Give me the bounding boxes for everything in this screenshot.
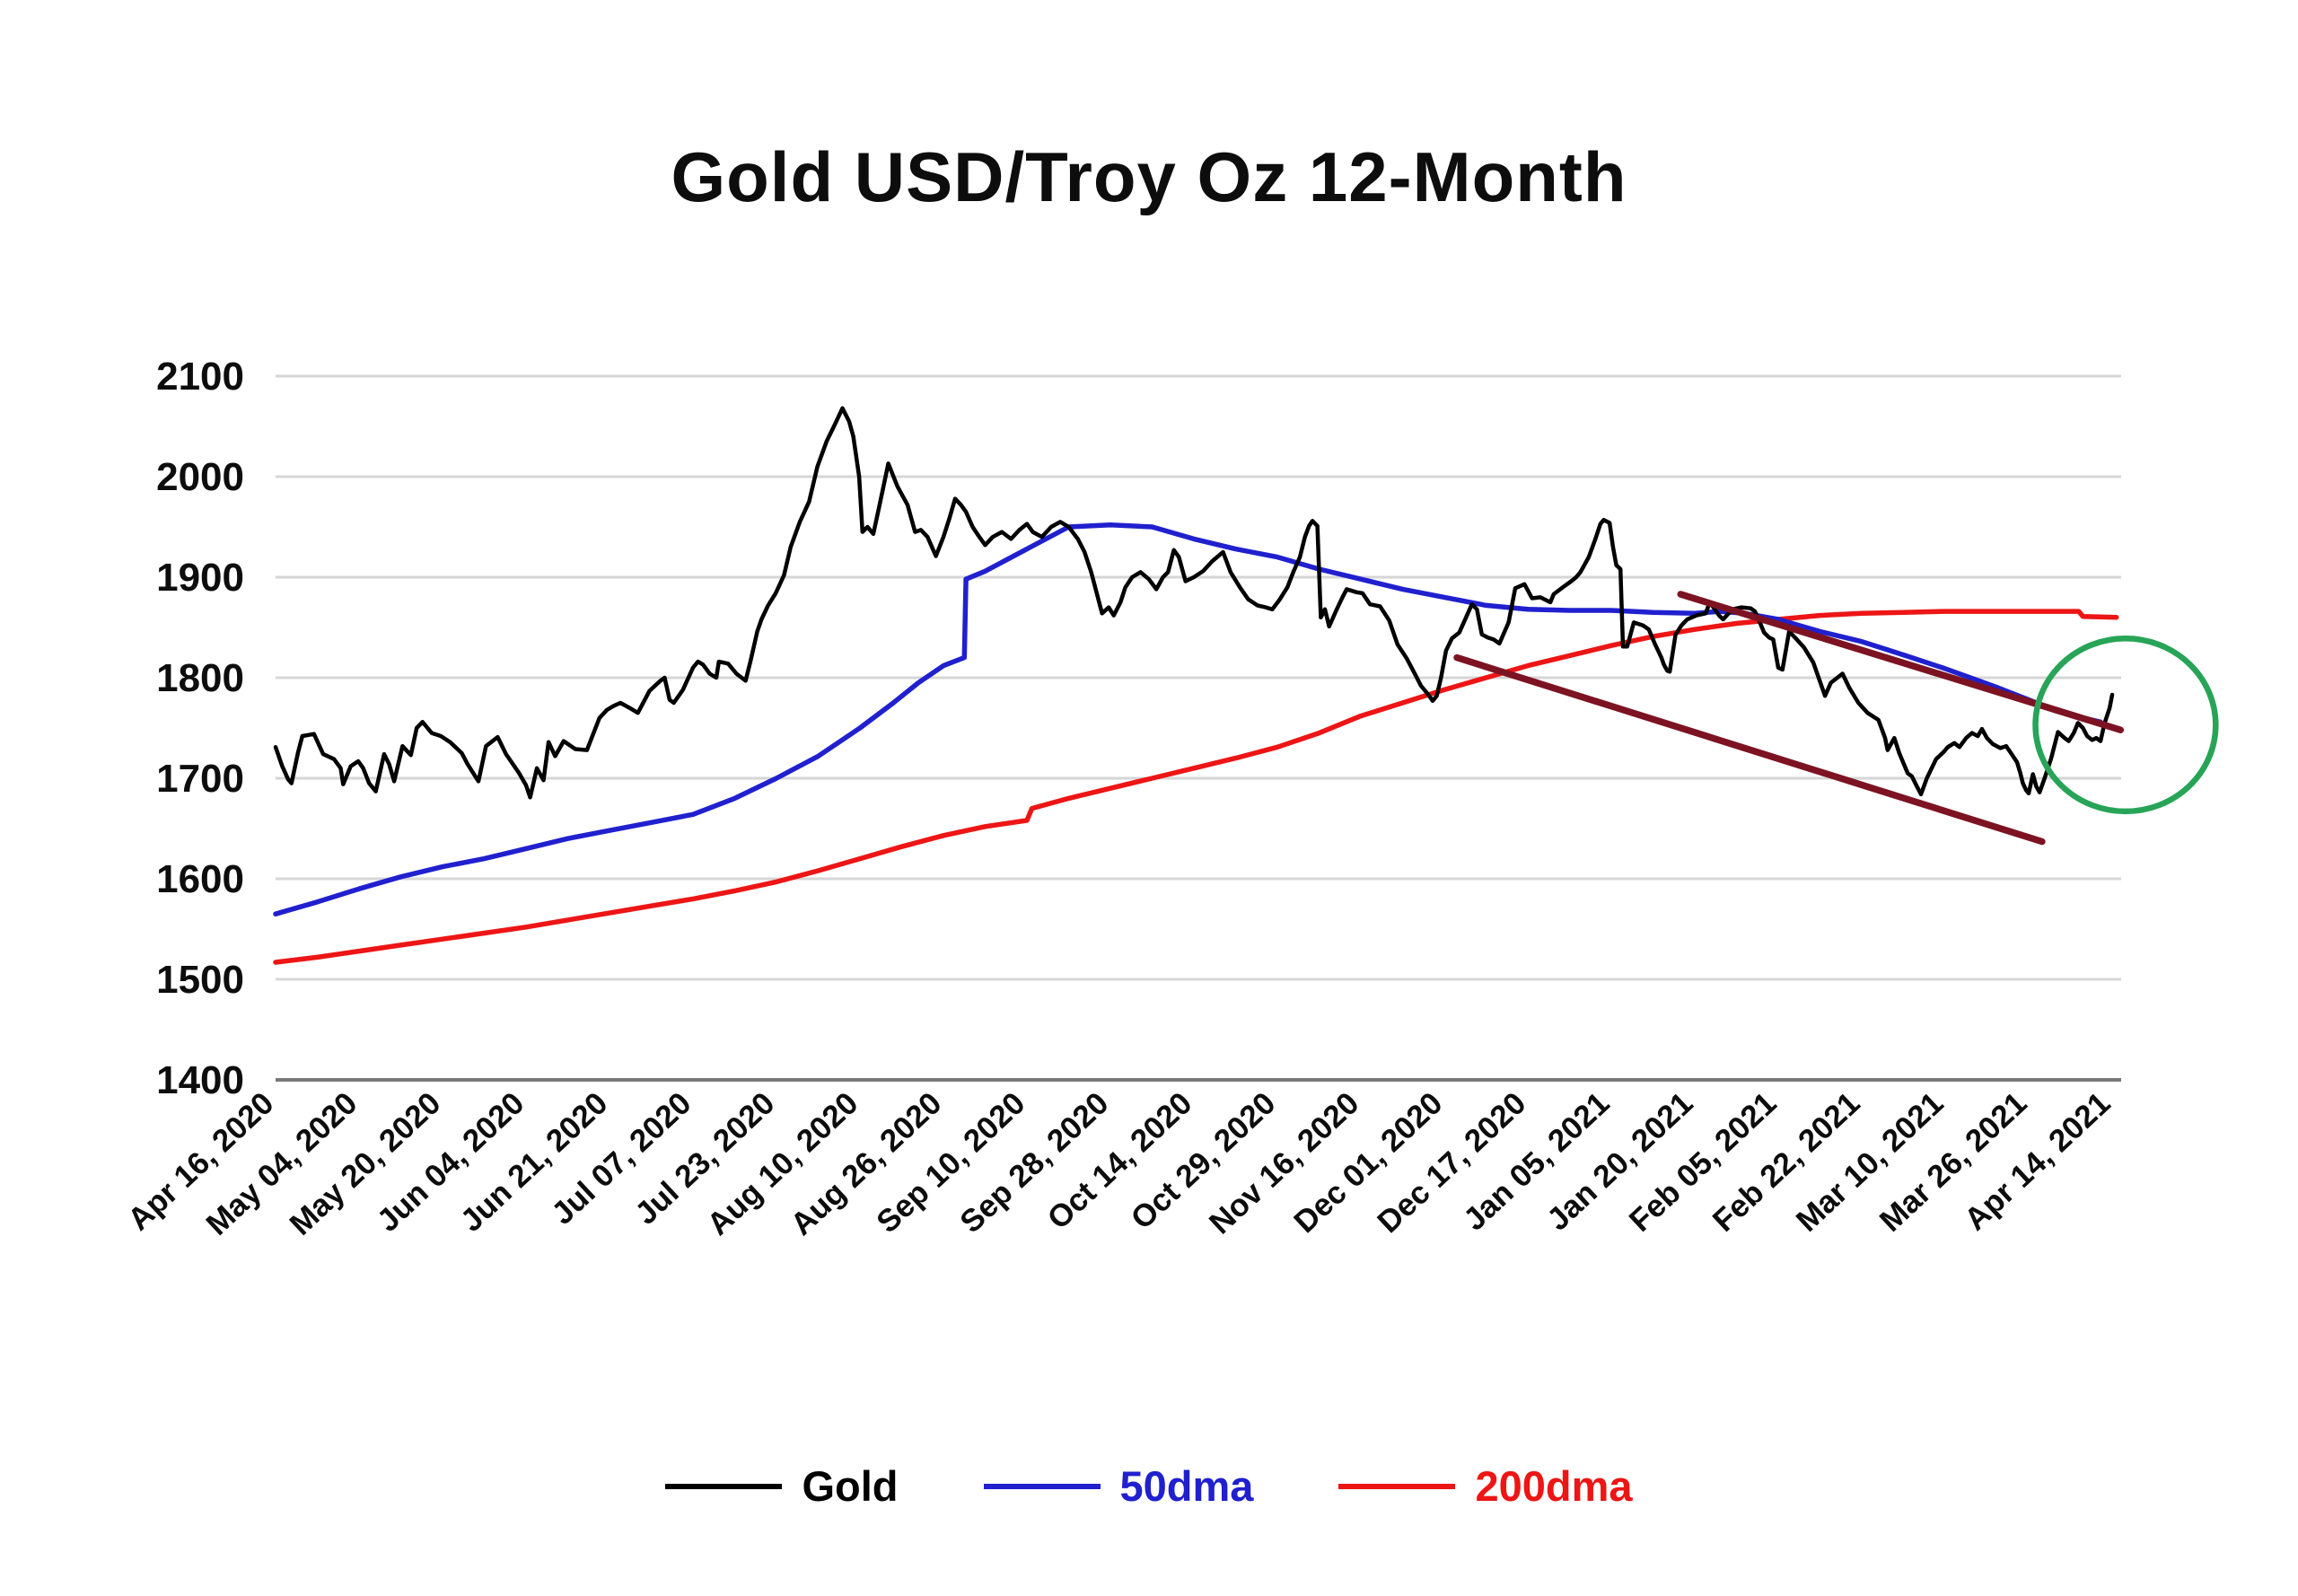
y-axis-tick-label: 1900: [156, 556, 244, 600]
x-axis-tick-label: Feb 05, 2021: [1623, 1085, 1784, 1239]
50dma-line: [273, 522, 2103, 916]
x-axis-tick-label: Oct 14, 2020: [1040, 1085, 1198, 1236]
annotations: [1453, 591, 2219, 846]
y-axis-tick-label: 1700: [156, 757, 244, 801]
lower-support-trendline: [1453, 653, 2046, 846]
50dma-line-swatch-icon: [983, 1483, 1101, 1489]
legend-label-50dma: 50dma: [1119, 1462, 1254, 1510]
data-series: [273, 406, 2119, 965]
legend-item-gold: Gold: [665, 1461, 899, 1511]
200dma-line-swatch-icon: [1338, 1483, 1456, 1489]
gridlines: [276, 374, 2121, 1082]
legend-label-gold: Gold: [802, 1462, 899, 1510]
y-axis-tick-label: 1500: [156, 958, 244, 1002]
y-axis-tick-labels: 2100 2000 1900 1800 1700 1600 1500 1400: [156, 355, 244, 1102]
x-axis-tick-label: Jun 04, 2020: [371, 1085, 531, 1239]
y-axis-tick-label: 1800: [156, 656, 244, 700]
x-axis-tick-label: Jan 05, 2021: [1457, 1085, 1616, 1237]
x-axis-tick-label: Feb 22, 2021: [1706, 1085, 1867, 1239]
legend: Gold 50dma 200dma: [0, 1461, 2298, 1511]
x-axis-tick-label: Jan 20, 2021: [1540, 1085, 1699, 1237]
breakout-highlight-circle: [2032, 636, 2219, 815]
legend-item-50dma: 50dma: [983, 1461, 1254, 1511]
legend-item-200dma: 200dma: [1338, 1461, 1633, 1511]
200dma-line: [273, 609, 2119, 965]
x-axis-tick-label: Mar 10, 2021: [1790, 1085, 1951, 1239]
upper-resistance-trendline: [1677, 591, 2125, 733]
gold-line-swatch-icon: [665, 1483, 783, 1489]
legend-label-200dma: 200dma: [1475, 1462, 1633, 1510]
x-axis-tick-label: Jun 21, 2020: [454, 1085, 615, 1239]
gold-line: [273, 406, 2115, 800]
y-axis-tick-label: 1600: [156, 857, 244, 901]
y-axis-tick-label: 1400: [156, 1058, 244, 1102]
y-axis-tick-label: 2100: [156, 355, 244, 399]
x-axis-tick-label: Mar 26, 2021: [1873, 1085, 2034, 1239]
y-axis-tick-label: 2000: [156, 455, 244, 499]
x-axis-tick-label: Apr 14, 2021: [1958, 1085, 2117, 1237]
chart-title: Gold USD/Troy Oz 12-Month: [671, 137, 1627, 216]
